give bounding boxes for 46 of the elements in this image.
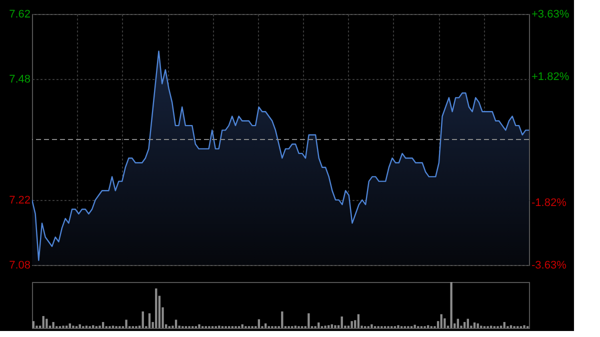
bar: [318, 322, 320, 328]
bar: [370, 324, 373, 328]
y2-tick-label: +1.82%: [532, 71, 570, 84]
bar: [142, 311, 144, 328]
bar: [440, 314, 442, 328]
bar: [102, 322, 104, 328]
y-tick-label: 7.62: [9, 8, 30, 20]
y-tick-label: 7.22: [9, 194, 30, 206]
bar: [456, 318, 460, 328]
bar: [476, 323, 479, 328]
bar: [510, 325, 512, 328]
bar: [328, 325, 330, 328]
bar: [466, 318, 469, 328]
y-tick-label: 7.08: [9, 260, 30, 272]
y2-tick-label: +3.63%: [532, 8, 570, 20]
bar: [357, 314, 360, 328]
bar: [334, 325, 336, 328]
bar: [32, 321, 34, 328]
bar: [350, 321, 353, 328]
bar: [258, 319, 260, 328]
bar: [463, 322, 466, 328]
y2-tick-label: -3.63%: [532, 260, 567, 272]
y-tick-label: 7.48: [9, 74, 30, 86]
bar: [42, 316, 44, 328]
bar: [46, 318, 48, 328]
bar: [427, 325, 430, 328]
bar: [308, 313, 310, 328]
bar: [92, 325, 94, 328]
bar: [444, 318, 446, 328]
bar: [155, 288, 158, 328]
bar: [503, 322, 506, 328]
bar: [397, 325, 400, 328]
bar: [198, 324, 200, 328]
bar: [340, 316, 343, 328]
bar: [125, 320, 128, 328]
bar: [473, 322, 476, 328]
bar: [68, 323, 71, 328]
bar: [523, 325, 526, 328]
bar: [148, 313, 151, 328]
bar: [281, 311, 284, 328]
bar: [414, 324, 416, 328]
bar: [174, 320, 178, 328]
bar: [450, 282, 452, 328]
bar: [264, 323, 267, 328]
y2-tick-label: -1.82%: [532, 196, 567, 209]
bar: [52, 322, 54, 328]
